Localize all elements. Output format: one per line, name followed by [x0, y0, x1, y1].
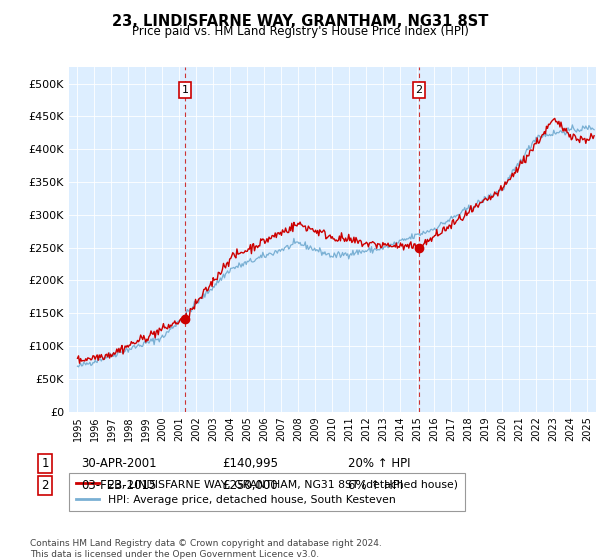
Text: 2: 2	[415, 85, 422, 95]
Text: £140,995: £140,995	[222, 457, 278, 470]
Text: 1: 1	[41, 457, 49, 470]
Text: 6% ↑ HPI: 6% ↑ HPI	[348, 479, 403, 492]
Text: 03-FEB-2015: 03-FEB-2015	[81, 479, 157, 492]
Text: 1: 1	[182, 85, 188, 95]
Text: 20% ↑ HPI: 20% ↑ HPI	[348, 457, 410, 470]
Legend: 23, LINDISFARNE WAY, GRANTHAM, NG31 8ST (detached house), HPI: Average price, de: 23, LINDISFARNE WAY, GRANTHAM, NG31 8ST …	[69, 473, 464, 511]
Text: 30-APR-2001: 30-APR-2001	[81, 457, 157, 470]
Text: 23, LINDISFARNE WAY, GRANTHAM, NG31 8ST: 23, LINDISFARNE WAY, GRANTHAM, NG31 8ST	[112, 14, 488, 29]
Text: £250,000: £250,000	[222, 479, 278, 492]
Text: Price paid vs. HM Land Registry's House Price Index (HPI): Price paid vs. HM Land Registry's House …	[131, 25, 469, 38]
Text: Contains HM Land Registry data © Crown copyright and database right 2024.
This d: Contains HM Land Registry data © Crown c…	[30, 539, 382, 559]
Text: 2: 2	[41, 479, 49, 492]
